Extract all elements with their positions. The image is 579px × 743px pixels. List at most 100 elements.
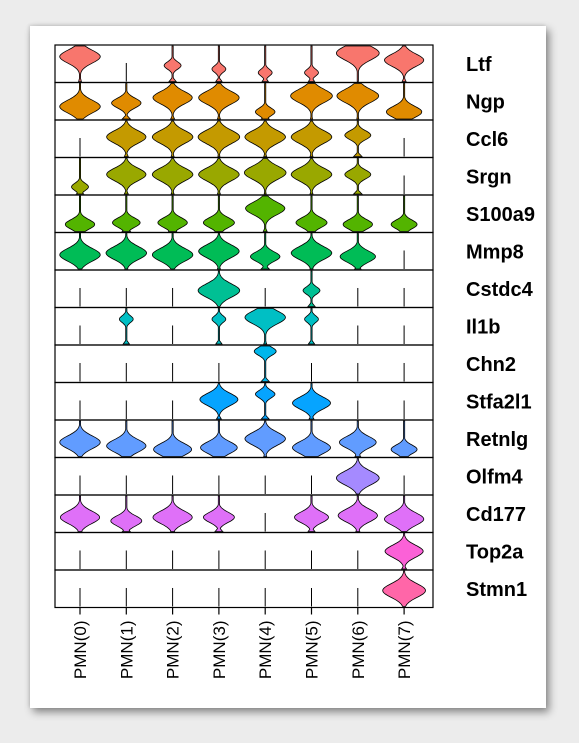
violin-srgn-pmn-5 [290,158,333,195]
stacked-violin-plot: Ltf Ngp Ccl6 Srgn S100a9 Mmp8 Cstdc4 Il1b Chn2 St… [54,44,535,680]
violin-retnlg-pmn-5 [292,420,331,457]
violin-cd177-pmn-7 [383,495,425,532]
gene-label-stfa2l1: Stfa2l1 [466,391,532,413]
violin-il1b-pmn-3 [211,308,227,345]
gene-label-stmn1: Stmn1 [466,579,527,601]
violin-mmp8-pmn-3 [198,233,240,270]
violin-ccl6-pmn-5 [290,120,333,157]
x-tick-label-pmn-0: PMN(0) [71,621,90,680]
violin-ngp-pmn-1 [111,83,142,120]
violin-stfa2l1-pmn-4 [254,383,276,420]
violin-cd177-pmn-5 [294,495,329,532]
violin-retnlg-pmn-0 [59,420,101,457]
violin-s100a9-pmn-7 [390,195,418,232]
x-tick-label-pmn-5: PMN(5) [303,621,322,680]
violin-ngp-pmn-4 [254,83,276,120]
violin-retnlg-pmn-2 [153,420,193,457]
violin-cd177-pmn-6 [337,495,378,532]
violin-ltf-pmn-6 [335,45,380,82]
violin-srgn-pmn-3 [198,158,240,195]
gene-label-srgn: Srgn [466,166,512,188]
violin-ltf-pmn-7 [384,45,425,82]
violin-srgn-pmn-1 [106,158,147,195]
violin-cd177-pmn-3 [202,495,235,532]
gene-label-top2a: Top2a [466,541,524,563]
violin-ccl6-pmn-6 [344,120,372,157]
violin-ltf-pmn-5 [304,45,319,82]
violin-ccl6-pmn-3 [197,120,241,157]
violin-stfa2l1-pmn-5 [292,383,331,420]
violin-ngp-pmn-3 [198,83,240,120]
violin-srgn-pmn-2 [151,158,194,195]
violin-retnlg-pmn-6 [338,420,377,457]
violin-s100a9-pmn-1 [112,195,141,232]
violin-ltf-pmn-0 [59,45,101,82]
violin-ltf-pmn-3 [211,45,227,82]
violin-s100a9-pmn-2 [157,195,188,232]
gene-label-il1b: Il1b [466,316,500,338]
x-tick-label-pmn-6: PMN(6) [349,621,368,680]
gene-label-cstdc4: Cstdc4 [466,279,534,301]
violin-chn2-pmn-4 [253,345,277,382]
violin-stfa2l1-pmn-3 [199,383,239,420]
gene-label-cd177: Cd177 [466,504,526,526]
gene-label-mmp8: Mmp8 [466,241,524,263]
gene-label-ltf: Ltf [466,54,492,76]
violin-retnlg-pmn-7 [390,420,418,457]
panel-frames [54,44,434,609]
gene-label-column: Ltf Ngp Ccl6 Srgn S100a9 Mmp8 Cstdc4 Il1b Chn2 St… [466,54,535,601]
gene-label-ngp: Ngp [466,91,505,113]
violin-mmp8-pmn-6 [339,233,376,270]
violin-il1b-pmn-1 [118,308,134,345]
violin-s100a9-pmn-3 [203,195,235,232]
gene-label-chn2: Chn2 [466,354,516,376]
x-axis: PMN(0) PMN(1) PMN(2) PMN(3) PMN(4) PMN(5) PMN(… [71,607,414,680]
violin-ngp-pmn-2 [152,83,193,120]
violin-ngp-pmn-7 [385,83,423,120]
x-tick-label-pmn-2: PMN(2) [164,621,183,680]
violin-s100a9-pmn-5 [295,195,328,232]
violin-s100a9-pmn-4 [245,195,286,232]
violin-mmp8-pmn-1 [105,233,148,270]
panel-border-stmn1 [54,569,434,609]
violin-il1b-pmn-5 [304,308,319,345]
x-tick-label-pmn-1: PMN(1) [117,621,136,680]
violin-top2a-pmn-7 [384,533,424,570]
violin-ngp-pmn-5 [290,83,333,120]
figure-frame: Ltf Ngp Ccl6 Srgn S100a9 Mmp8 Cstdc4 Il1b Chn2 St… [30,26,546,708]
violin-retnlg-pmn-4 [244,420,286,457]
violin-retnlg-pmn-1 [106,420,147,457]
violin-cd177-pmn-2 [152,495,193,532]
violin-olfm4-pmn-6 [335,458,380,495]
plot-panel [55,45,433,608]
violin-il1b-pmn-4 [244,308,286,345]
violin-srgn-pmn-0 [71,158,89,195]
violin-mmp8-pmn-2 [152,233,194,270]
x-tick-label-pmn-7: PMN(7) [395,621,414,680]
violin-ltf-pmn-2 [163,45,182,82]
violin-ltf-pmn-4 [257,45,273,82]
x-tick-label-pmn-4: PMN(4) [256,621,275,680]
violin-s100a9-pmn-0 [64,195,96,232]
gene-label-olfm4: Olfm4 [466,466,524,488]
violin-mmp8-pmn-0 [59,233,101,270]
violin-ccl6-pmn-4 [244,120,286,157]
violin-cstdc4-pmn-3 [197,270,241,307]
violin-cd177-pmn-0 [60,495,100,532]
violin-stmn1-pmn-7 [382,570,426,607]
violin-ngp-pmn-0 [59,83,101,120]
violin-ccl6-pmn-1 [106,120,147,157]
x-tick-label-pmn-3: PMN(3) [210,621,229,680]
violin-cstdc4-pmn-5 [302,270,321,307]
violin-srgn-pmn-4 [244,158,287,195]
violin-retnlg-pmn-3 [200,420,238,457]
gene-label-ccl6: Ccl6 [466,129,508,151]
violin-srgn-pmn-6 [344,158,372,195]
violin-cd177-pmn-1 [110,495,143,532]
gene-label-retnlg: Retnlg [466,429,528,451]
violin-mmp8-pmn-5 [290,233,333,270]
violin-layer [59,45,426,607]
violin-mmp8-pmn-4 [249,233,281,270]
violin-ccl6-pmn-2 [151,120,194,157]
gene-label-s100a9: S100a9 [466,204,535,226]
